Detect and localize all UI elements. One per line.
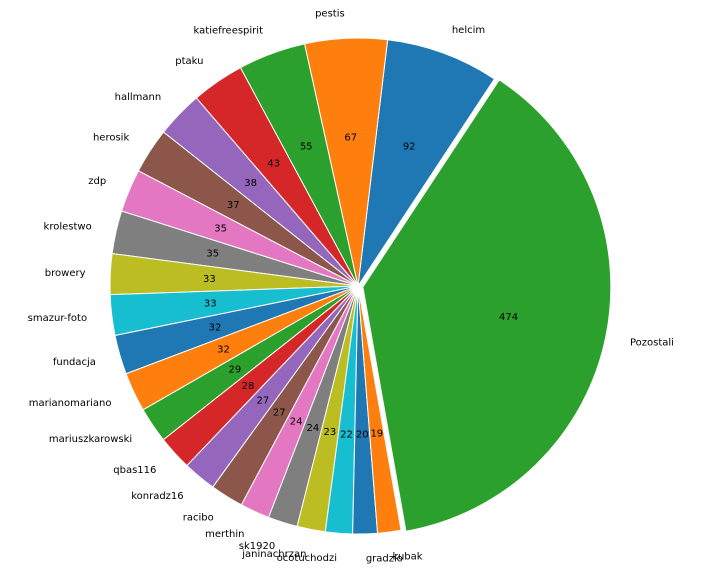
category-label-herosik: herosik — [93, 132, 129, 143]
value-label-helcim: 92 — [403, 141, 416, 152]
value-label-smazur-foto: 33 — [204, 299, 217, 310]
value-label-racibo: 27 — [273, 407, 286, 418]
pie-slice-helcim — [357, 39, 496, 287]
value-label-pozostali: 474 — [499, 312, 518, 323]
category-label-merthin: merthin — [205, 529, 244, 540]
category-label-pozostali: Pozostali — [630, 337, 674, 348]
category-label-ptaku: ptaku — [175, 56, 203, 67]
category-label-fundacja: fundacja — [53, 357, 96, 368]
value-label-kubak: 19 — [370, 429, 383, 440]
category-label-sk1920: sk1920 — [239, 541, 275, 552]
category-label-racibo: racibo — [183, 513, 214, 524]
value-label-mariuszkarowski: 29 — [228, 365, 241, 376]
value-label-qbas116: 28 — [242, 381, 255, 392]
category-label-helcim: helcim — [452, 25, 485, 36]
value-label-ocotuchodzi: 22 — [340, 429, 353, 440]
value-label-merthin: 24 — [290, 416, 303, 427]
value-label-gradzio: 20 — [356, 430, 369, 441]
category-label-gradzio: gradzio — [366, 554, 403, 565]
category-label-zdp: zdp — [88, 176, 106, 187]
value-label-krolestwo: 35 — [206, 249, 219, 260]
category-label-mariuszkarowski: mariuszkarowski — [49, 434, 132, 445]
category-labels: Pozostali helcim pestis katiefreespirit ptak… — [28, 9, 674, 565]
category-label-ocotuchodzi: ocotuchodzi — [277, 553, 337, 564]
value-label-herosik: 37 — [227, 200, 240, 211]
category-label-janinachrzan: janinachrzan — [241, 549, 306, 560]
value-label-konradz16: 27 — [257, 395, 270, 406]
category-label-qbas116: qbas116 — [113, 465, 156, 476]
pie-slice-pozostali — [362, 79, 612, 532]
value-label-hallmann: 38 — [244, 178, 257, 189]
category-label-pestis: pestis — [315, 9, 345, 20]
value-label-katiefreespirit: 55 — [300, 142, 313, 153]
category-label-krolestwo: krolestwo — [44, 222, 92, 233]
value-label-janinachrzan: 23 — [324, 427, 337, 438]
pie-slice-kubak — [357, 285, 402, 534]
value-label-sk1920: 24 — [306, 423, 319, 434]
value-label-marianomariano: 32 — [217, 345, 230, 356]
category-label-kubak: kubak — [392, 552, 422, 563]
value-label-ptaku: 43 — [267, 158, 280, 169]
category-label-marianomariano: marianomariano — [29, 398, 112, 409]
value-label-browery: 33 — [203, 274, 216, 285]
value-label-fundacja: 32 — [209, 322, 222, 333]
category-label-hallmann: hallmann — [115, 92, 162, 103]
category-label-katiefreespirit: katiefreespirit — [194, 25, 264, 36]
value-label-pestis: 67 — [344, 132, 357, 143]
category-label-konradz16: konradz16 — [131, 491, 183, 502]
category-label-browery: browery — [45, 268, 86, 279]
value-label-zdp: 35 — [214, 224, 227, 235]
pie-slices — [109, 37, 612, 535]
category-label-smazur-foto: smazur-foto — [28, 313, 87, 324]
